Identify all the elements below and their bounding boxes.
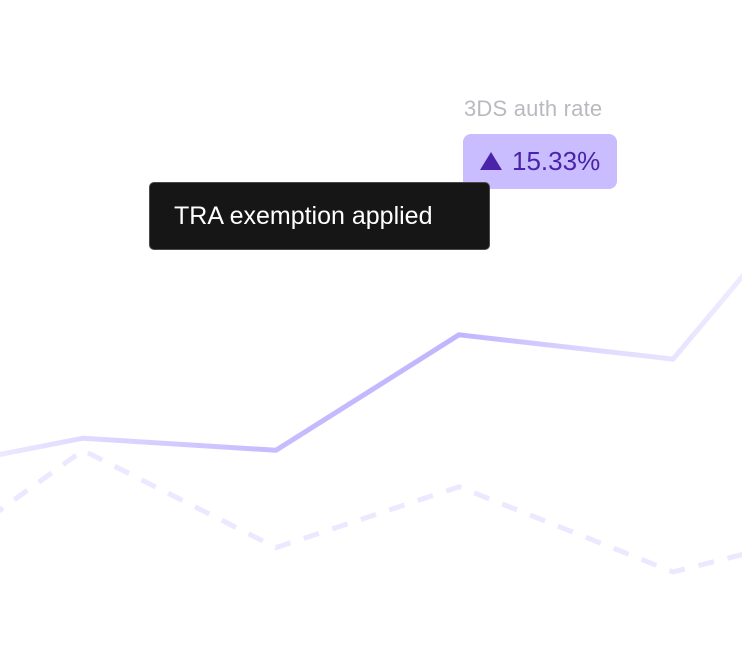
series-line-solid [0,273,742,457]
change-value: 15.33% [512,146,601,176]
annotation-tooltip: TRA exemption applied [149,182,490,250]
change-badge: 15.33% [463,134,618,189]
metric-label: 3DS auth rate [464,96,603,121]
tooltip-text: TRA exemption applied [174,201,433,230]
triangle-up-icon [480,151,502,170]
series-line-dashed [0,447,742,575]
